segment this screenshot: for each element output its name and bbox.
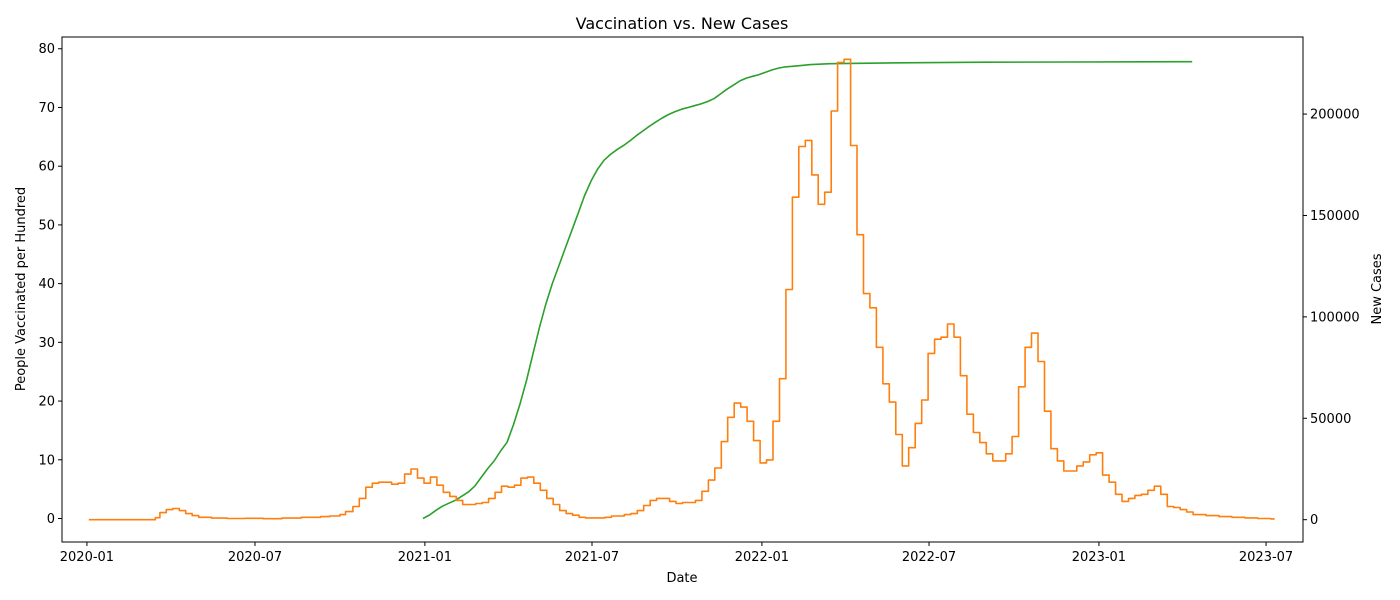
- x-tick-label: 2023-01: [1072, 550, 1126, 565]
- y-left-tick-label: 10: [38, 453, 55, 468]
- x-tick-label: 2022-01: [735, 550, 789, 565]
- y-axis-left: 0 10 20 30 40 50 60 70 80: [38, 42, 62, 527]
- x-tick-label: 2021-07: [565, 550, 619, 565]
- y-axis-right-title: New Cases: [1370, 253, 1385, 324]
- x-tick-label: 2023-07: [1239, 550, 1293, 565]
- y-left-tick-label: 80: [38, 42, 55, 57]
- new-cases-line: [88, 58, 1275, 521]
- x-tick-label: 2020-07: [228, 550, 282, 565]
- y-left-tick-label: 30: [38, 336, 55, 351]
- y-left-tick-label: 60: [38, 160, 55, 175]
- x-tick-label: 2022-07: [902, 550, 956, 565]
- vaccination-line: [422, 60, 1193, 520]
- plot-lines: [88, 58, 1275, 521]
- y-axis-right: 0 50000 100000 150000 200000: [1303, 108, 1360, 528]
- y-axis-left-title: People Vaccinated per Hundred: [14, 187, 29, 391]
- y-left-tick-label: 50: [38, 218, 55, 233]
- plot-frame: [61, 36, 1304, 543]
- y-right-tick-label: 50000: [1310, 412, 1351, 427]
- y-right-tick-label: 100000: [1310, 310, 1360, 325]
- y-left-tick-label: 40: [38, 277, 55, 292]
- chart-title: Vaccination vs. New Cases: [576, 14, 789, 33]
- y-left-tick-label: 20: [38, 395, 55, 410]
- x-tick-label: 2021-01: [398, 550, 452, 565]
- x-axis-title: Date: [666, 571, 697, 586]
- y-left-tick-label: 70: [38, 101, 55, 116]
- y-right-tick-label: 0: [1310, 513, 1318, 528]
- y-left-tick-label: 0: [47, 512, 55, 527]
- x-axis: 2020-01 2020-07 2021-01 2021-07 2022-01 2022-…: [60, 542, 1293, 565]
- x-tick-label: 2020-01: [60, 550, 114, 565]
- y-right-tick-label: 150000: [1310, 209, 1360, 224]
- y-right-tick-label: 200000: [1310, 108, 1360, 123]
